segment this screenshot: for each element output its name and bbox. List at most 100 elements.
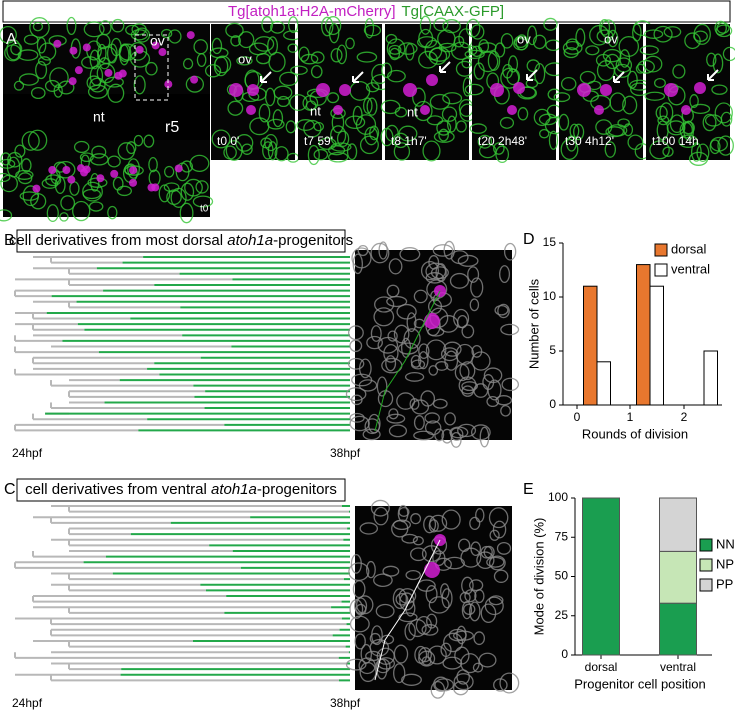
cell-outline xyxy=(420,260,440,281)
cell-outline xyxy=(460,653,480,674)
bar-segment xyxy=(659,497,697,552)
nucleus xyxy=(82,43,91,52)
cell-outline xyxy=(459,591,471,604)
cell-outline xyxy=(262,141,274,160)
cell-outline xyxy=(386,295,408,308)
panel-label: D xyxy=(523,231,535,248)
cell-outline xyxy=(386,413,406,424)
cell-outline xyxy=(439,583,450,600)
cell-outline xyxy=(453,673,474,691)
cell-outline xyxy=(569,123,580,139)
cell-outline xyxy=(180,182,195,201)
cell-outline xyxy=(23,34,39,45)
cell-outline xyxy=(704,114,723,127)
cell-outline xyxy=(605,53,620,70)
cell-outline xyxy=(258,103,271,123)
cell-outline xyxy=(272,109,284,128)
nucleus xyxy=(577,83,591,97)
cell-outline xyxy=(467,266,480,283)
cell-outline xyxy=(375,658,391,674)
cell-outline xyxy=(148,157,158,173)
cell-outline xyxy=(126,141,137,155)
cell-outline xyxy=(453,630,474,641)
cell-outline xyxy=(398,42,418,55)
time-start: 24hpf xyxy=(12,696,43,710)
cell-outline xyxy=(408,618,427,638)
cell-outline xyxy=(211,129,231,149)
cell-outline xyxy=(461,576,474,595)
legend-label: PP xyxy=(716,576,733,591)
cell-outline xyxy=(82,181,103,202)
cell-outline xyxy=(32,21,44,32)
y-axis-title: Mode of division (%) xyxy=(531,518,546,636)
cell-outline xyxy=(388,424,408,438)
cell-outline xyxy=(413,318,426,329)
cell-outline xyxy=(413,430,435,441)
cell-outline xyxy=(461,381,479,392)
cell-outline xyxy=(376,376,388,397)
cell-outline xyxy=(410,547,427,562)
cell-outline xyxy=(179,202,194,224)
y-tick-label: 50 xyxy=(555,569,569,583)
cell-outline xyxy=(441,106,458,122)
cell-outline xyxy=(497,303,510,319)
image-label: r5 xyxy=(165,119,179,136)
cell-outline xyxy=(405,43,415,61)
cell-outline xyxy=(470,424,491,441)
cell-outline xyxy=(107,155,121,168)
cell-outline xyxy=(714,102,733,124)
cell-outline xyxy=(389,47,401,61)
cell-outline xyxy=(424,412,440,424)
cell-outline xyxy=(354,633,366,650)
nucleus xyxy=(128,178,137,187)
cell-outline xyxy=(427,645,447,665)
cell-outline xyxy=(417,36,438,49)
cell-outline xyxy=(350,553,362,574)
cell-outline xyxy=(303,119,322,138)
cell-outline xyxy=(6,39,22,61)
cell-outline xyxy=(386,38,406,59)
cell-outline xyxy=(413,100,433,122)
cell-outline xyxy=(270,20,285,34)
cell-outline xyxy=(287,43,299,53)
title-part: -progenitors xyxy=(273,232,353,249)
legend-swatch xyxy=(699,558,713,572)
cell-outline xyxy=(419,15,432,35)
cell-outline xyxy=(383,343,399,363)
cell-outline xyxy=(418,650,436,667)
cell-outline xyxy=(476,551,495,570)
cell-outline xyxy=(464,49,485,60)
cell-outline xyxy=(473,62,485,80)
cell-outline xyxy=(396,303,417,320)
cell-outline xyxy=(21,158,32,173)
cell-outline xyxy=(225,22,244,38)
cell-outline xyxy=(475,507,485,523)
time-label: t7 59' xyxy=(304,134,333,148)
cell-outline xyxy=(412,87,426,107)
cell-outline xyxy=(461,324,475,339)
cell-outline xyxy=(214,55,232,74)
cell-outline xyxy=(454,646,470,665)
cell-outline xyxy=(143,134,155,148)
bar xyxy=(583,285,598,406)
image-label: ov xyxy=(604,31,618,46)
title-part: atoh1a xyxy=(227,232,273,249)
cell-outline xyxy=(10,42,23,56)
panel-label: C xyxy=(4,481,16,498)
cell-outline xyxy=(397,504,409,523)
cell-outline xyxy=(87,84,108,99)
cell-outline xyxy=(349,412,365,423)
cell-outline xyxy=(438,42,457,53)
cell-outline xyxy=(352,253,364,275)
cell-outline xyxy=(300,53,319,65)
cell-outline xyxy=(325,16,342,36)
cell-outline xyxy=(57,80,75,95)
cell-outline xyxy=(89,172,100,192)
cell-outline xyxy=(83,21,105,38)
cell-outline xyxy=(346,143,358,161)
cell-outline xyxy=(392,519,411,531)
cell-outline xyxy=(717,135,734,156)
cell-outline xyxy=(469,123,487,134)
cell-outline xyxy=(22,185,39,207)
cell-outline xyxy=(82,188,102,200)
